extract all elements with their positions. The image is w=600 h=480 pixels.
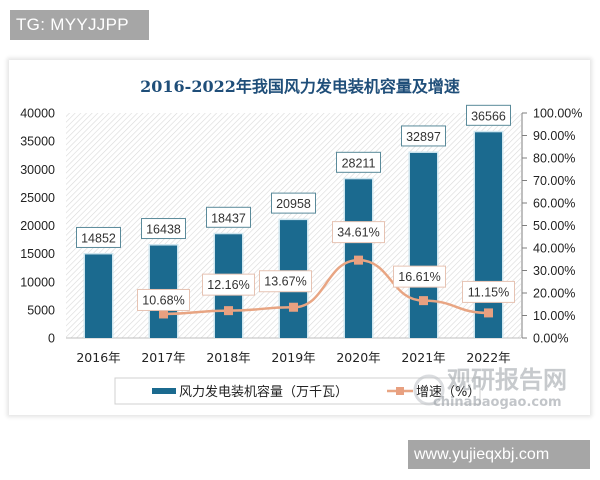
right-axis-tick-label: 30.00% xyxy=(533,264,575,278)
x-axis-label: 2018年 xyxy=(206,350,250,365)
left-axis-tick-label: 35000 xyxy=(20,135,55,149)
right-axis-tick-label: 70.00% xyxy=(533,174,575,188)
bar-value-label-box xyxy=(141,218,186,240)
left-axis-tick-label: 15000 xyxy=(20,247,55,261)
growth-marker xyxy=(484,308,493,318)
bar-value-label-box xyxy=(466,104,511,126)
line-value-label-box xyxy=(393,265,446,288)
x-axis-label: 2021年 xyxy=(401,350,445,365)
line-value-label: 11.15% xyxy=(468,285,509,299)
line-value-label-box xyxy=(259,270,312,293)
left-axis-tick-label: 5000 xyxy=(27,303,55,317)
watermark-logo-en: chinabaogao.com xyxy=(433,395,562,410)
bar xyxy=(85,254,112,338)
legend: 风力发电装机容量（万千瓦） 增速（%） xyxy=(114,377,481,405)
line-value-label: 16.61% xyxy=(398,270,440,284)
left-axis-tick-label: 0 xyxy=(48,332,55,346)
right-axis-tick-label: 90.00% xyxy=(533,129,575,143)
bar-value-label-box xyxy=(401,125,446,147)
bar-value-label: 32897 xyxy=(406,130,441,144)
line-series xyxy=(159,255,493,319)
left-axis-tick-label: 40000 xyxy=(20,107,55,121)
growth-marker xyxy=(354,255,363,265)
right-axis-tick-label: 60.00% xyxy=(533,197,575,211)
left-axis-tick-label: 10000 xyxy=(20,275,55,289)
x-axis-labels: 2016年 2017年 2018年 2019年 2020年 2021年 2022年 xyxy=(76,350,510,365)
watermark-tag-top: TG: MYYJJPP xyxy=(10,10,149,40)
left-axis: 0 5000 10000 15000 20000 25000 30000 35000 40000 xyxy=(20,107,55,346)
right-axis: 0.00% 10.00% 20.00% 30.00% 40.00% 50.00% 60.00… xyxy=(522,107,582,346)
right-axis-tick-label: 40.00% xyxy=(533,242,575,256)
line-value-label: 10.68% xyxy=(142,293,184,307)
x-axis-label: 2020年 xyxy=(336,350,380,365)
bar-value-label: 28211 xyxy=(342,156,376,170)
line-value-label: 34.61% xyxy=(337,226,379,240)
line-value-label-box xyxy=(202,273,255,296)
legend-bar-label: 风力发电装机容量（万千瓦） xyxy=(179,384,348,400)
bar-value-label-box xyxy=(336,151,381,173)
legend-bar-swatch-icon xyxy=(152,388,176,394)
growth-marker xyxy=(419,296,428,306)
left-axis-tick-label: 20000 xyxy=(20,219,55,233)
bar-value-label: 14852 xyxy=(81,231,116,245)
right-axis-tick-label: 50.00% xyxy=(533,219,575,233)
chart-card: 2016-2022年我国风力发电装机容量及增速 0 5000 10000 15000 2… xyxy=(9,60,590,415)
bar-value-labels: 14852 16438 18437 20958 28211 32897 36566 xyxy=(76,104,511,248)
line-value-labels: 10.68% 12.16% 13.67% 34.61% 16.61% 11.15% xyxy=(137,221,515,311)
bar-value-label-box xyxy=(206,206,251,228)
x-axis-label: 2022年 xyxy=(466,350,510,365)
right-axis-tick-label: 100.00% xyxy=(533,107,582,121)
bar-value-label-box xyxy=(76,226,121,248)
legend-line-label: 增速（%） xyxy=(416,385,480,400)
bar xyxy=(410,152,437,338)
x-axis-label: 2016年 xyxy=(76,350,120,365)
growth-marker xyxy=(224,306,233,316)
line-value-label: 12.16% xyxy=(207,278,249,292)
right-axis-tick-label: 20.00% xyxy=(533,287,575,301)
bar-value-label: 36566 xyxy=(471,109,506,123)
x-axis-label: 2017年 xyxy=(141,350,185,365)
growth-marker xyxy=(289,302,298,312)
growth-marker xyxy=(159,309,168,319)
watermark-logo-cn: 观研报告网 xyxy=(447,366,567,394)
line-value-label: 13.67% xyxy=(264,275,306,289)
legend-line-marker-icon xyxy=(396,387,404,395)
line-value-label-box xyxy=(332,221,385,244)
left-axis-tick-label: 25000 xyxy=(20,191,55,205)
chart-title: 2016-2022年我国风力发电装机容量及增速 xyxy=(140,77,460,96)
bar xyxy=(475,132,502,338)
line-value-label-box xyxy=(462,280,515,303)
watermark-tag-bottom: www.yujieqxbj.com xyxy=(408,440,590,469)
combo-chart: 2016-2022年我国风力发电装机容量及增速 0 5000 10000 15000 2… xyxy=(20,77,582,410)
left-axis-tick-label: 30000 xyxy=(20,163,55,177)
bar-value-label: 16438 xyxy=(146,223,181,237)
watermark-logo: 观研报告网 chinabaogao.com xyxy=(413,366,567,410)
bar-value-label-box xyxy=(271,192,316,214)
logo-swirl-icon xyxy=(413,374,445,406)
right-axis-tick-label: 10.00% xyxy=(533,309,575,323)
line-value-label-box xyxy=(137,288,190,311)
right-axis-tick-label: 0.00% xyxy=(533,332,568,346)
bar-value-label: 18437 xyxy=(211,211,246,225)
x-axis-label: 2019年 xyxy=(271,350,315,365)
right-axis-tick-label: 80.00% xyxy=(533,152,575,166)
bar-value-label: 20958 xyxy=(276,197,311,211)
